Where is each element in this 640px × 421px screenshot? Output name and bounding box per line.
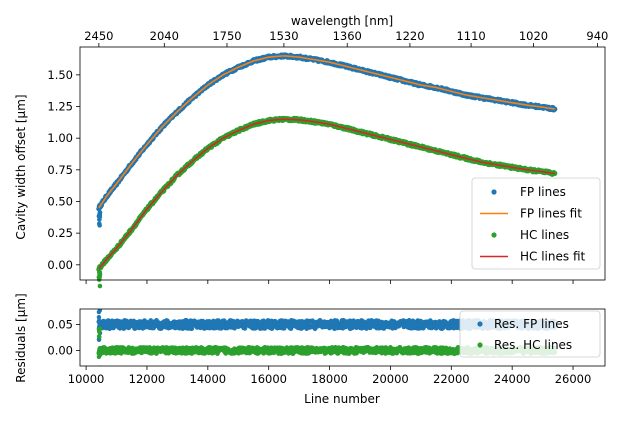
x-tick-label: 10000	[68, 372, 105, 386]
top-axis-label: wavelength [nm]	[291, 14, 393, 28]
y-tick-label: 0.25	[47, 226, 73, 240]
legend-box	[459, 310, 601, 358]
data-point	[97, 270, 102, 275]
x-tick-label: 22000	[433, 372, 470, 386]
data-point	[97, 223, 102, 228]
top-tick-label: 1220	[395, 29, 424, 43]
y-tick-label: 1.00	[47, 131, 73, 145]
data-point	[97, 217, 102, 222]
main-y-axis-label: Cavity width offset [μm]	[14, 94, 28, 239]
residuals-plot-frame	[79, 308, 606, 367]
x-tick-label: 14000	[190, 372, 227, 386]
x-tick-label: 16000	[250, 372, 287, 386]
x-axis-label: Line number	[304, 392, 380, 406]
series-3-line	[98, 118, 555, 270]
y-tick-label: 0.05	[47, 318, 73, 332]
residual-point	[97, 320, 102, 325]
main-plot-axes: 0.00 0.25 0.50 0.75 1.00 1.25 1.50 2450 2040 1750…	[47, 29, 608, 284]
residuals-legend: Res. FP lines Res. HC lines	[459, 310, 601, 358]
top-tick-label: 1020	[519, 29, 548, 43]
series-1-line	[98, 55, 555, 209]
top-tick-label: 1530	[269, 29, 298, 43]
data-point	[552, 106, 558, 112]
main-plot-panel: 0.00 0.25 0.50 0.75 1.00 1.25 1.50 2450 2040 1750…	[14, 14, 608, 289]
residual-point	[418, 318, 424, 324]
legend-marker	[491, 189, 497, 195]
data-point	[97, 283, 103, 289]
y-tick-label: 0.00	[47, 343, 73, 357]
residual-point	[96, 314, 102, 320]
y-tick-label: 1.50	[47, 68, 73, 82]
top-tick-label: 1360	[333, 29, 362, 43]
residual-point	[96, 334, 102, 339]
legend-box	[471, 177, 601, 270]
y-tick-label: 0.75	[47, 163, 73, 177]
legend-entry: FP lines	[520, 185, 566, 199]
x-tick-label: 18000	[311, 372, 348, 386]
residuals-y-axis-label: Residuals [μm]	[14, 293, 28, 382]
data-point	[96, 274, 102, 280]
top-tick-label: 1750	[212, 29, 241, 43]
x-tick-label: 26000	[555, 372, 592, 386]
main-plot-marks	[96, 52, 558, 289]
data-point	[97, 214, 102, 219]
y-tick-label: 0.50	[47, 194, 73, 208]
residual-point	[189, 326, 195, 331]
legend-entry: Res. FP lines	[494, 317, 569, 331]
main-legend: FP lines FP lines fit HC lines HC lines fit	[471, 177, 601, 270]
residual-point	[97, 346, 103, 351]
x-tick-label: 24000	[494, 372, 531, 386]
top-tick-label: 1110	[456, 29, 485, 43]
y-tick-label: 0.00	[47, 258, 73, 272]
residuals-plot-panel: 0.00 0.05 10000 12000 14000 16000 18000 20000 22…	[14, 293, 606, 406]
residual-point	[97, 353, 102, 359]
legend-entry: HC lines fit	[520, 250, 585, 264]
residuals-plot-axes: 0.00 0.05 10000 12000 14000 16000 18000 20000 22…	[47, 318, 591, 386]
legend-entry: Res. HC lines	[494, 338, 572, 352]
y-tick-label: 1.25	[47, 100, 73, 114]
residual-point	[96, 349, 102, 354]
x-tick-label: 20000	[372, 372, 409, 386]
top-tick-label: 940	[586, 29, 608, 43]
top-tick-label: 2450	[84, 29, 113, 43]
residual-point	[97, 326, 103, 332]
legend-marker	[477, 321, 483, 327]
x-tick-label: 12000	[129, 372, 166, 386]
legend-entry: HC lines	[520, 228, 569, 242]
legend-marker	[477, 342, 483, 348]
residual-point	[253, 325, 259, 331]
residual-point	[97, 309, 103, 313]
legend-entry: FP lines fit	[520, 207, 582, 221]
top-tick-label: 2040	[150, 29, 179, 43]
legend-marker	[491, 232, 497, 238]
main-plot-frame	[79, 46, 606, 281]
